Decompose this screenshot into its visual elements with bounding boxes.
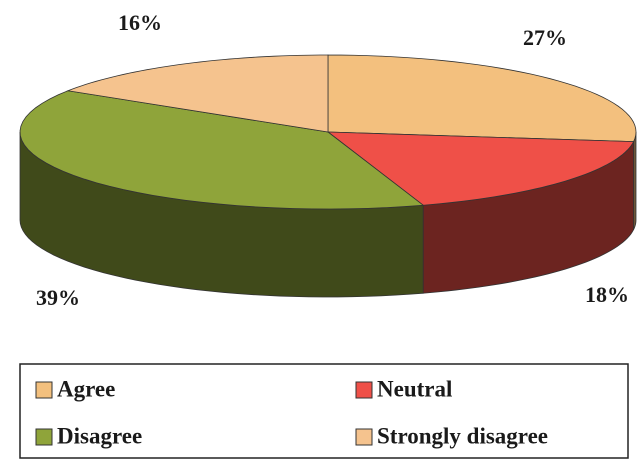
legend-label: Neutral (377, 376, 452, 401)
pie (19, 54, 637, 298)
legend-swatch (355, 381, 373, 399)
legend: Agree Neutral Disagree Strongly disagree (35, 376, 548, 448)
value-label: 16% (118, 10, 162, 35)
pie-slice (327, 54, 637, 143)
pie-slice (326, 131, 635, 206)
legend-label: Agree (57, 376, 115, 401)
legend-label: Disagree (57, 423, 142, 448)
value-label: 18% (585, 282, 629, 307)
value-label: 39% (36, 285, 80, 310)
legend-box (19, 363, 629, 459)
legend-swatch (355, 428, 373, 446)
legend-swatch (35, 428, 53, 446)
legend-swatch (35, 381, 53, 399)
pie-slice (66, 54, 329, 133)
legend-label: Strongly disagree (377, 423, 548, 448)
value-labels: 27% 18% 39% 16% (36, 10, 629, 310)
value-label: 27% (523, 25, 567, 50)
pie-slice (19, 90, 425, 210)
